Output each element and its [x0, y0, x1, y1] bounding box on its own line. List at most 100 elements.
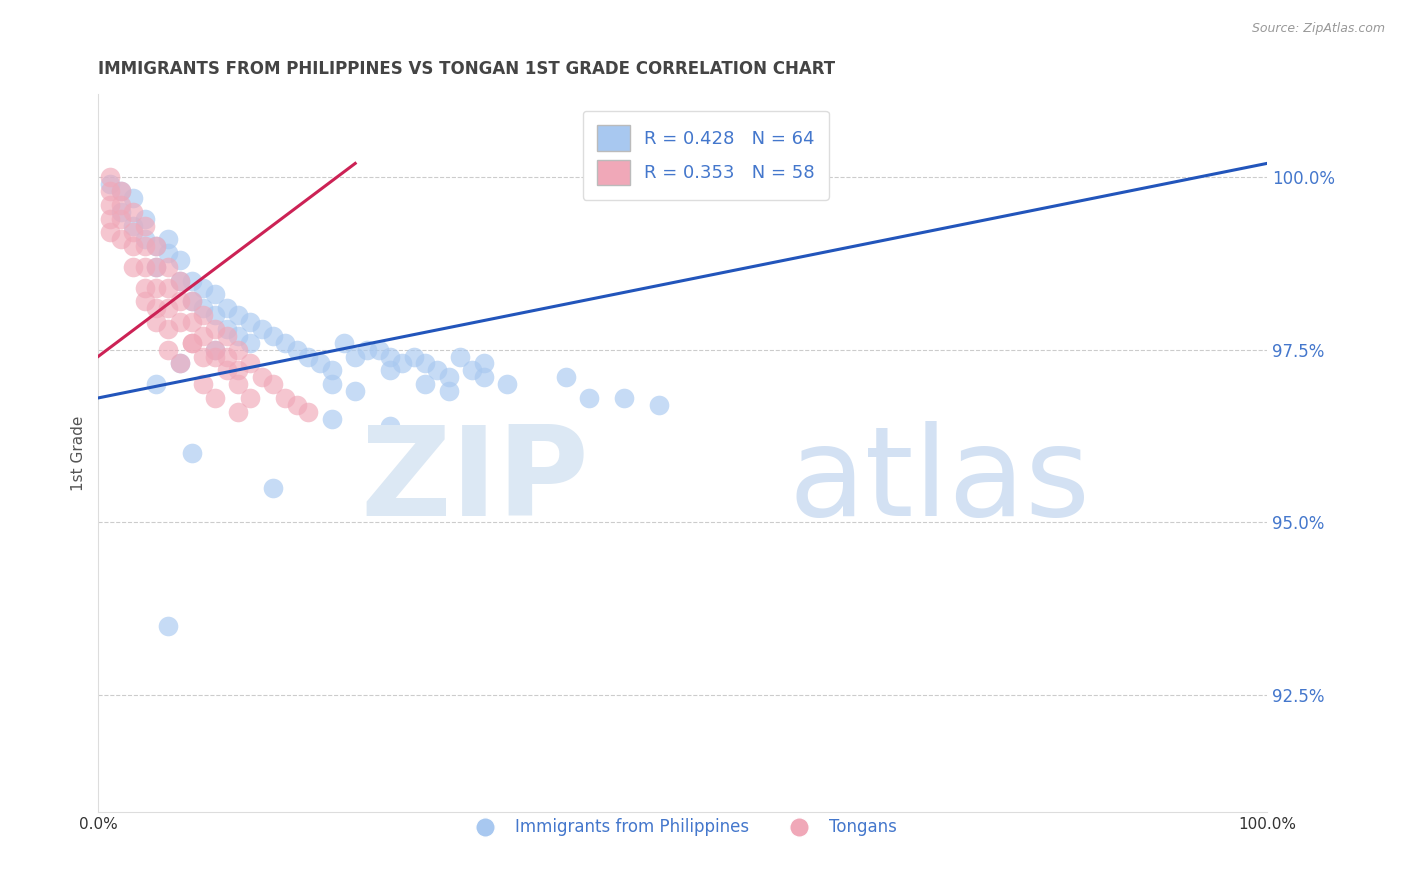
Point — [180, 294, 202, 309]
Point — [204, 308, 226, 322]
Point — [180, 335, 202, 350]
Point — [309, 356, 332, 370]
Point — [134, 239, 156, 253]
Point — [380, 418, 402, 433]
Point — [437, 370, 460, 384]
Point — [297, 350, 319, 364]
Point — [98, 184, 121, 198]
Point — [250, 322, 273, 336]
Point — [274, 391, 297, 405]
Point — [554, 370, 576, 384]
Point — [239, 315, 262, 329]
Point — [134, 280, 156, 294]
Point — [169, 356, 191, 370]
Point — [215, 329, 238, 343]
Point — [613, 391, 636, 405]
Point — [180, 315, 202, 329]
Point — [110, 198, 132, 212]
Point — [226, 308, 249, 322]
Point — [226, 405, 249, 419]
Point — [226, 377, 249, 392]
Text: IMMIGRANTS FROM PHILIPPINES VS TONGAN 1ST GRADE CORRELATION CHART: IMMIGRANTS FROM PHILIPPINES VS TONGAN 1S… — [98, 60, 835, 78]
Y-axis label: 1st Grade: 1st Grade — [72, 416, 86, 491]
Point — [449, 350, 471, 364]
Point — [122, 226, 145, 240]
Point — [110, 232, 132, 246]
Point — [239, 391, 262, 405]
Point — [145, 239, 167, 253]
Point — [122, 191, 145, 205]
Point — [134, 219, 156, 233]
Point — [204, 343, 226, 357]
Point — [215, 301, 238, 316]
Point — [180, 446, 202, 460]
Point — [98, 211, 121, 226]
Point — [380, 363, 402, 377]
Point — [157, 301, 180, 316]
Point — [402, 350, 425, 364]
Legend: Immigrants from Philippines, Tongans: Immigrants from Philippines, Tongans — [461, 812, 904, 843]
Point — [145, 260, 167, 274]
Point — [157, 322, 180, 336]
Point — [461, 363, 484, 377]
Point — [226, 329, 249, 343]
Point — [321, 411, 343, 425]
Point — [380, 350, 402, 364]
Point — [98, 177, 121, 191]
Point — [391, 356, 413, 370]
Point — [134, 211, 156, 226]
Point — [134, 260, 156, 274]
Point — [193, 350, 215, 364]
Point — [110, 184, 132, 198]
Point — [157, 343, 180, 357]
Point — [134, 294, 156, 309]
Point — [193, 308, 215, 322]
Point — [367, 343, 389, 357]
Point — [204, 322, 226, 336]
Point — [648, 398, 671, 412]
Point — [180, 274, 202, 288]
Point — [437, 384, 460, 398]
Point — [98, 226, 121, 240]
Point — [157, 232, 180, 246]
Point — [262, 377, 284, 392]
Point — [496, 377, 519, 392]
Point — [122, 204, 145, 219]
Point — [145, 377, 167, 392]
Point — [169, 274, 191, 288]
Point — [321, 363, 343, 377]
Text: ZIP: ZIP — [360, 421, 589, 542]
Point — [180, 294, 202, 309]
Point — [215, 363, 238, 377]
Point — [180, 335, 202, 350]
Point — [193, 301, 215, 316]
Point — [285, 343, 308, 357]
Point — [239, 356, 262, 370]
Point — [332, 335, 354, 350]
Point — [250, 370, 273, 384]
Point — [215, 350, 238, 364]
Point — [157, 260, 180, 274]
Point — [415, 356, 437, 370]
Point — [157, 280, 180, 294]
Point — [472, 370, 495, 384]
Point — [122, 239, 145, 253]
Text: atlas: atlas — [789, 421, 1091, 542]
Point — [204, 391, 226, 405]
Point — [169, 274, 191, 288]
Point — [215, 322, 238, 336]
Point — [204, 350, 226, 364]
Point — [145, 315, 167, 329]
Point — [426, 363, 449, 377]
Point — [169, 252, 191, 267]
Point — [204, 287, 226, 301]
Point — [157, 618, 180, 632]
Point — [226, 363, 249, 377]
Point — [145, 260, 167, 274]
Point — [169, 315, 191, 329]
Point — [285, 398, 308, 412]
Point — [122, 260, 145, 274]
Point — [344, 384, 367, 398]
Point — [193, 280, 215, 294]
Point — [415, 377, 437, 392]
